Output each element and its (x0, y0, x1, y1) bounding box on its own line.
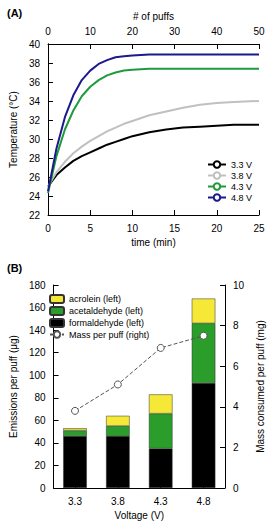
svg-text:4: 4 (233, 401, 239, 412)
svg-text:time (min): time (min) (131, 237, 175, 248)
svg-text:20: 20 (127, 26, 139, 37)
svg-text:180: 180 (29, 280, 46, 291)
svg-text:3.3: 3.3 (68, 496, 82, 507)
svg-text:34: 34 (29, 96, 41, 107)
svg-text:22: 22 (29, 210, 41, 221)
svg-text:0: 0 (45, 223, 51, 234)
svg-text:20: 20 (34, 460, 46, 471)
svg-text:28: 28 (29, 153, 41, 164)
svg-text:formaldehyde (left): formaldehyde (left) (69, 318, 144, 328)
svg-text:40: 40 (29, 39, 41, 50)
svg-text:(A): (A) (7, 7, 23, 19)
svg-text:3.3 V: 3.3 V (231, 160, 252, 170)
svg-text:3.8: 3.8 (111, 496, 125, 507)
svg-text:2: 2 (233, 442, 239, 453)
svg-text:30: 30 (29, 134, 41, 145)
svg-text:36: 36 (29, 77, 41, 88)
svg-text:120: 120 (29, 347, 46, 358)
svg-text:4.8: 4.8 (197, 496, 211, 507)
svg-text:26: 26 (29, 172, 41, 183)
svg-text:6: 6 (233, 361, 239, 372)
svg-text:30: 30 (169, 26, 181, 37)
svg-text:40: 40 (34, 437, 46, 448)
svg-text:Mass consumed per puff (mg): Mass consumed per puff (mg) (255, 320, 266, 453)
svg-text:0: 0 (45, 26, 51, 37)
svg-text:100: 100 (29, 370, 46, 381)
svg-text:Voltage (V): Voltage (V) (115, 510, 164, 521)
svg-text:Mass per puff (right): Mass per puff (right) (69, 330, 149, 340)
svg-text:# of puffs: # of puffs (133, 11, 174, 22)
svg-text:(B): (B) (7, 262, 23, 274)
svg-text:40: 40 (211, 26, 223, 37)
svg-text:acetaldehyde (left): acetaldehyde (left) (69, 306, 143, 316)
svg-text:8: 8 (233, 320, 239, 331)
svg-text:4.3 V: 4.3 V (231, 182, 252, 192)
svg-text:24: 24 (29, 191, 41, 202)
svg-text:4.8 V: 4.8 V (231, 193, 252, 203)
svg-text:20: 20 (211, 223, 223, 234)
svg-text:140: 140 (29, 325, 46, 336)
svg-text:60: 60 (34, 415, 46, 426)
svg-text:25: 25 (253, 223, 265, 234)
svg-text:3.8 V: 3.8 V (231, 171, 252, 181)
svg-text:38: 38 (29, 58, 41, 69)
svg-text:acrolein (left): acrolein (left) (69, 294, 121, 304)
svg-text:160: 160 (29, 302, 46, 313)
svg-text:80: 80 (34, 392, 46, 403)
svg-text:32: 32 (29, 115, 41, 126)
svg-text:Emissions per puff (μg): Emissions per puff (μg) (8, 335, 19, 438)
svg-text:10: 10 (233, 280, 245, 291)
svg-text:5: 5 (87, 223, 93, 234)
svg-text:10: 10 (85, 26, 97, 37)
svg-text:0: 0 (40, 483, 46, 494)
svg-text:15: 15 (169, 223, 181, 234)
svg-text:10: 10 (127, 223, 139, 234)
svg-text:Temperature (°C): Temperature (°C) (8, 91, 19, 168)
svg-text:50: 50 (253, 26, 265, 37)
svg-text:4.3: 4.3 (154, 496, 168, 507)
svg-text:0: 0 (233, 483, 239, 494)
